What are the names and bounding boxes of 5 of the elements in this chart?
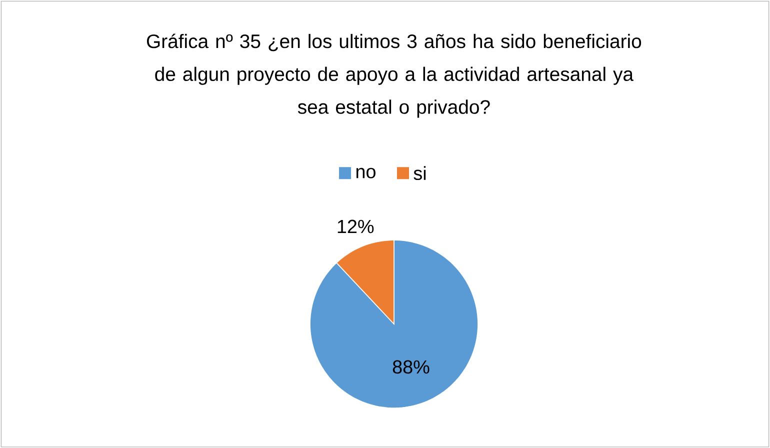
chart-title: Gráfica nº 35 ¿en los ultimos 3 años ha sido beneficiario de algun proyecto de apoyo a la actividad artesanal ya sea estatal o privado?	[146, 34, 642, 118]
legend-label: si	[414, 166, 426, 180]
legend-label: no	[356, 168, 376, 178]
data-label: 12%	[338, 220, 374, 234]
data-label: 88%	[392, 360, 430, 374]
